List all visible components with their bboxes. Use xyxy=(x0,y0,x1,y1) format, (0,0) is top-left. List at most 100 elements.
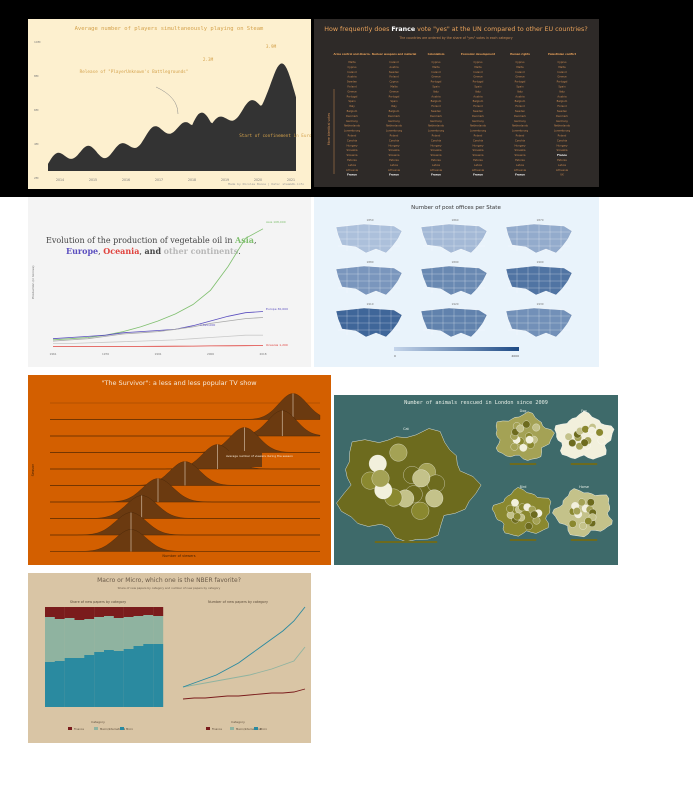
un-country-cell: Sweden xyxy=(347,80,358,84)
un-country-cell: Estonia xyxy=(431,158,441,162)
survivor-ridge xyxy=(50,529,320,552)
un-country-cell: Belgium xyxy=(347,109,358,113)
un-country-cell: Germany xyxy=(388,119,400,123)
london-borough xyxy=(530,510,539,519)
london-borough xyxy=(577,498,586,507)
un-country-cell: Hungary xyxy=(346,143,358,147)
survivor-title: "The Survivor": a less and less popular … xyxy=(101,379,257,387)
un-country-cell: Hungary xyxy=(472,143,484,147)
un-country-cell: Austria xyxy=(473,94,483,98)
london-borough xyxy=(568,519,577,528)
un-country-cell: Luxembourg xyxy=(512,129,529,133)
un-country-cell: Czechia xyxy=(431,138,442,142)
nber-legend-title-right: Category xyxy=(231,720,245,724)
london-borough xyxy=(519,443,528,452)
un-column-header: Nuclear weapons and material xyxy=(372,52,417,56)
steam-annotation-confinement: Start of confinement in Europe xyxy=(239,133,311,139)
veg-title-line-2: Europe, Oceania, and other continents. xyxy=(66,246,241,256)
nber-bar-micro xyxy=(153,644,164,707)
un-country-cell: Italy xyxy=(433,89,439,93)
london-panel-label: Dog xyxy=(520,409,527,413)
veg-line-americas xyxy=(52,317,264,342)
un-country-cell: Spain xyxy=(348,99,356,103)
post-legend-min: 0 xyxy=(394,354,396,358)
steam-annotation-pubg: Release of "PlayerUnknown's Battleground… xyxy=(80,69,189,75)
un-country-cell: Poland xyxy=(432,134,441,138)
un-country-cell: Finland xyxy=(389,75,399,79)
un-country-cell: Austria xyxy=(431,94,441,98)
london-map xyxy=(554,410,615,460)
london-legend-bar xyxy=(374,541,438,543)
nber-bar-macrointernational xyxy=(113,618,124,651)
nber-bar-finance xyxy=(94,607,105,617)
nber-bar-macrointernational xyxy=(104,616,114,650)
nber-legend-label: Micro xyxy=(260,727,267,731)
london-borough xyxy=(595,428,604,437)
un-country-cell: France xyxy=(347,173,357,177)
london-borough xyxy=(586,498,595,507)
un-country-cell: Slovakia xyxy=(557,148,568,152)
veg-x-tick: 2018 xyxy=(259,352,266,356)
un-country-cell: Finland xyxy=(515,104,525,108)
nber-bar-finance xyxy=(45,607,55,617)
steam-y-tick: 4M xyxy=(34,142,39,146)
un-country-columns: Arms control and disarm.MaltaCyprusIrela… xyxy=(333,52,576,177)
post-panel-label: 1920 xyxy=(451,302,458,306)
london-borough xyxy=(573,507,581,515)
survivor-ridgelines xyxy=(50,393,321,552)
post-panel-label: 1850 xyxy=(366,218,373,222)
nber-bar-micro xyxy=(45,662,55,707)
un-country-cell: Italy xyxy=(559,89,565,93)
survivor-ridge xyxy=(50,495,320,519)
un-country-cell: Portugal xyxy=(557,80,568,84)
london-animals-chart: Number of animals rescued in London sinc… xyxy=(334,395,618,565)
post-panel-label: 1930 xyxy=(536,302,543,306)
un-country-cell: Estonia xyxy=(473,158,483,162)
un-country-cell: Poland xyxy=(516,134,525,138)
nber-bar-micro xyxy=(84,655,95,707)
un-background xyxy=(314,19,599,187)
veg-line-africa xyxy=(53,334,263,344)
london-borough xyxy=(525,435,534,444)
london-legend-bar xyxy=(570,463,598,465)
un-country-cell: Italy xyxy=(349,104,355,108)
un-country-cell: Sweden xyxy=(389,70,400,74)
survivor-y-axis-label: Season xyxy=(31,464,35,477)
un-country-cell: Malta xyxy=(516,65,524,69)
veg-annotation-asia: Asia 108,000 xyxy=(266,220,286,224)
nber-legend-label: Macro/International xyxy=(236,727,262,731)
survivor-ridge xyxy=(50,410,321,437)
un-country-cell: Italy xyxy=(517,89,523,93)
steam-caption: Made by Nicolas Bonne | Data: steamdb.in… xyxy=(228,182,304,186)
steam-x-tick: 2016 xyxy=(122,178,130,182)
un-country-cell: Slovenia xyxy=(514,153,525,157)
veg-line-europe xyxy=(52,311,264,340)
un-country-cell: Slovenia xyxy=(472,153,483,157)
post-legend-bar xyxy=(394,347,519,351)
nber-title: Macro or Micro, which one is the NBER fa… xyxy=(97,577,241,584)
nber-bar-finance xyxy=(123,607,134,617)
un-country-cell: Netherlands xyxy=(554,124,570,128)
london-legend-bar xyxy=(509,539,537,541)
nber-legend-title-left: Category xyxy=(91,720,105,724)
veg-x-tick: 1961 xyxy=(49,352,56,356)
steam-annotation-peak-1: 2.3M xyxy=(203,57,214,63)
post-panel-label: 1860 xyxy=(451,218,458,222)
un-country-cell: Ireland xyxy=(558,70,567,74)
nber-stacked-bars xyxy=(45,607,164,707)
steam-x-tick: 2019 xyxy=(221,178,229,182)
london-borough xyxy=(389,443,408,462)
post-panel-label: 1890 xyxy=(451,260,458,264)
steam-y-tick: 8M xyxy=(34,74,39,78)
un-country-cell: Czechia xyxy=(515,138,526,142)
un-country-cell: Estonia xyxy=(515,158,525,162)
un-country-cell: Slovenia xyxy=(430,153,441,157)
un-country-cell: Belgium xyxy=(431,99,442,103)
un-country-cell: Germany xyxy=(556,119,568,123)
un-country-cell: Germany xyxy=(514,119,526,123)
nber-subtitle: Share of new papers by category and numb… xyxy=(118,586,221,590)
nber-bar-finance xyxy=(104,607,114,616)
un-country-cell: Portugal xyxy=(431,80,442,84)
un-country-cell: Poland xyxy=(474,134,483,138)
un-country-cell: Luxembourg xyxy=(470,129,487,133)
